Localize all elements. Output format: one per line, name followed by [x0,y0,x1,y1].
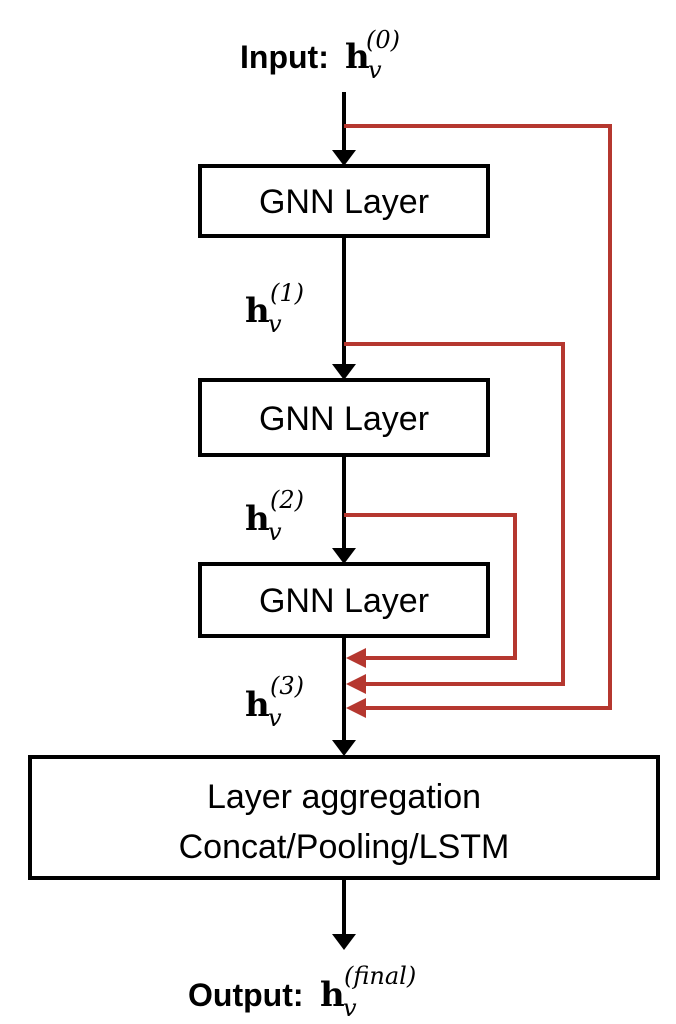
input-superscript: (0) [366,26,400,54]
hidden-3-superscript: (3) [270,672,304,700]
hidden-1-h-symbol: h [245,291,270,331]
arrowhead-layer3 [332,548,356,564]
output-prefix: Output: [188,977,304,1013]
aggregation-box: Layer aggregation Concat/Pooling/LSTM [28,755,660,880]
hidden-label-1: h v (1) [245,279,304,338]
input-h-symbol: h [345,37,370,77]
output-superscript: (final) [344,962,416,990]
gnn-layer-2: GNN Layer [198,378,490,457]
gnn-layer-1: GNN Layer [198,164,490,238]
hidden-2-superscript: (2) [270,486,304,514]
skip-arrowheads [346,648,366,718]
hidden-label-2: h v (2) [245,486,304,546]
gnn-layer-1-label: GNN Layer [259,183,429,221]
aggregation-title: Layer aggregation [207,778,481,816]
arrowhead-layer2 [332,364,356,380]
skip-connection-h2 [344,513,517,660]
hidden-2-h-symbol: h [245,499,270,539]
aggregation-methods: Concat/Pooling/LSTM [179,828,510,866]
arrowhead-output [332,934,356,950]
hidden-1-subscript: v [268,310,282,338]
arrowhead-layer1 [332,150,356,166]
skip-arrowhead-h2 [346,648,366,668]
skip-connection-h0 [344,124,612,710]
output-label: Output: h v (final) [188,962,416,1022]
output-subscript: v [343,994,357,1022]
hidden-label-3: h v (3) [245,672,304,732]
gnn-layer-3-label: GNN Layer [259,582,429,620]
main-flow-arrows [332,92,356,950]
hidden-3-subscript: v [268,704,282,732]
skip-arrowhead-h1 [346,674,366,694]
hidden-2-subscript: v [268,518,282,546]
skip-connection-h1 [344,342,565,686]
output-h-symbol: h [320,975,345,1015]
input-subscript: v [368,56,382,84]
skip-connections [344,124,612,710]
hidden-3-h-symbol: h [245,685,270,725]
hidden-1-superscript: (1) [270,279,304,307]
arrowhead-aggregation [332,740,356,756]
skip-arrowhead-h0 [346,698,366,718]
gnn-layer-2-label: GNN Layer [259,400,429,438]
gnn-layer-3: GNN Layer [198,562,490,638]
input-label: Input: h v (0) [240,26,400,84]
input-prefix: Input: [240,39,329,75]
